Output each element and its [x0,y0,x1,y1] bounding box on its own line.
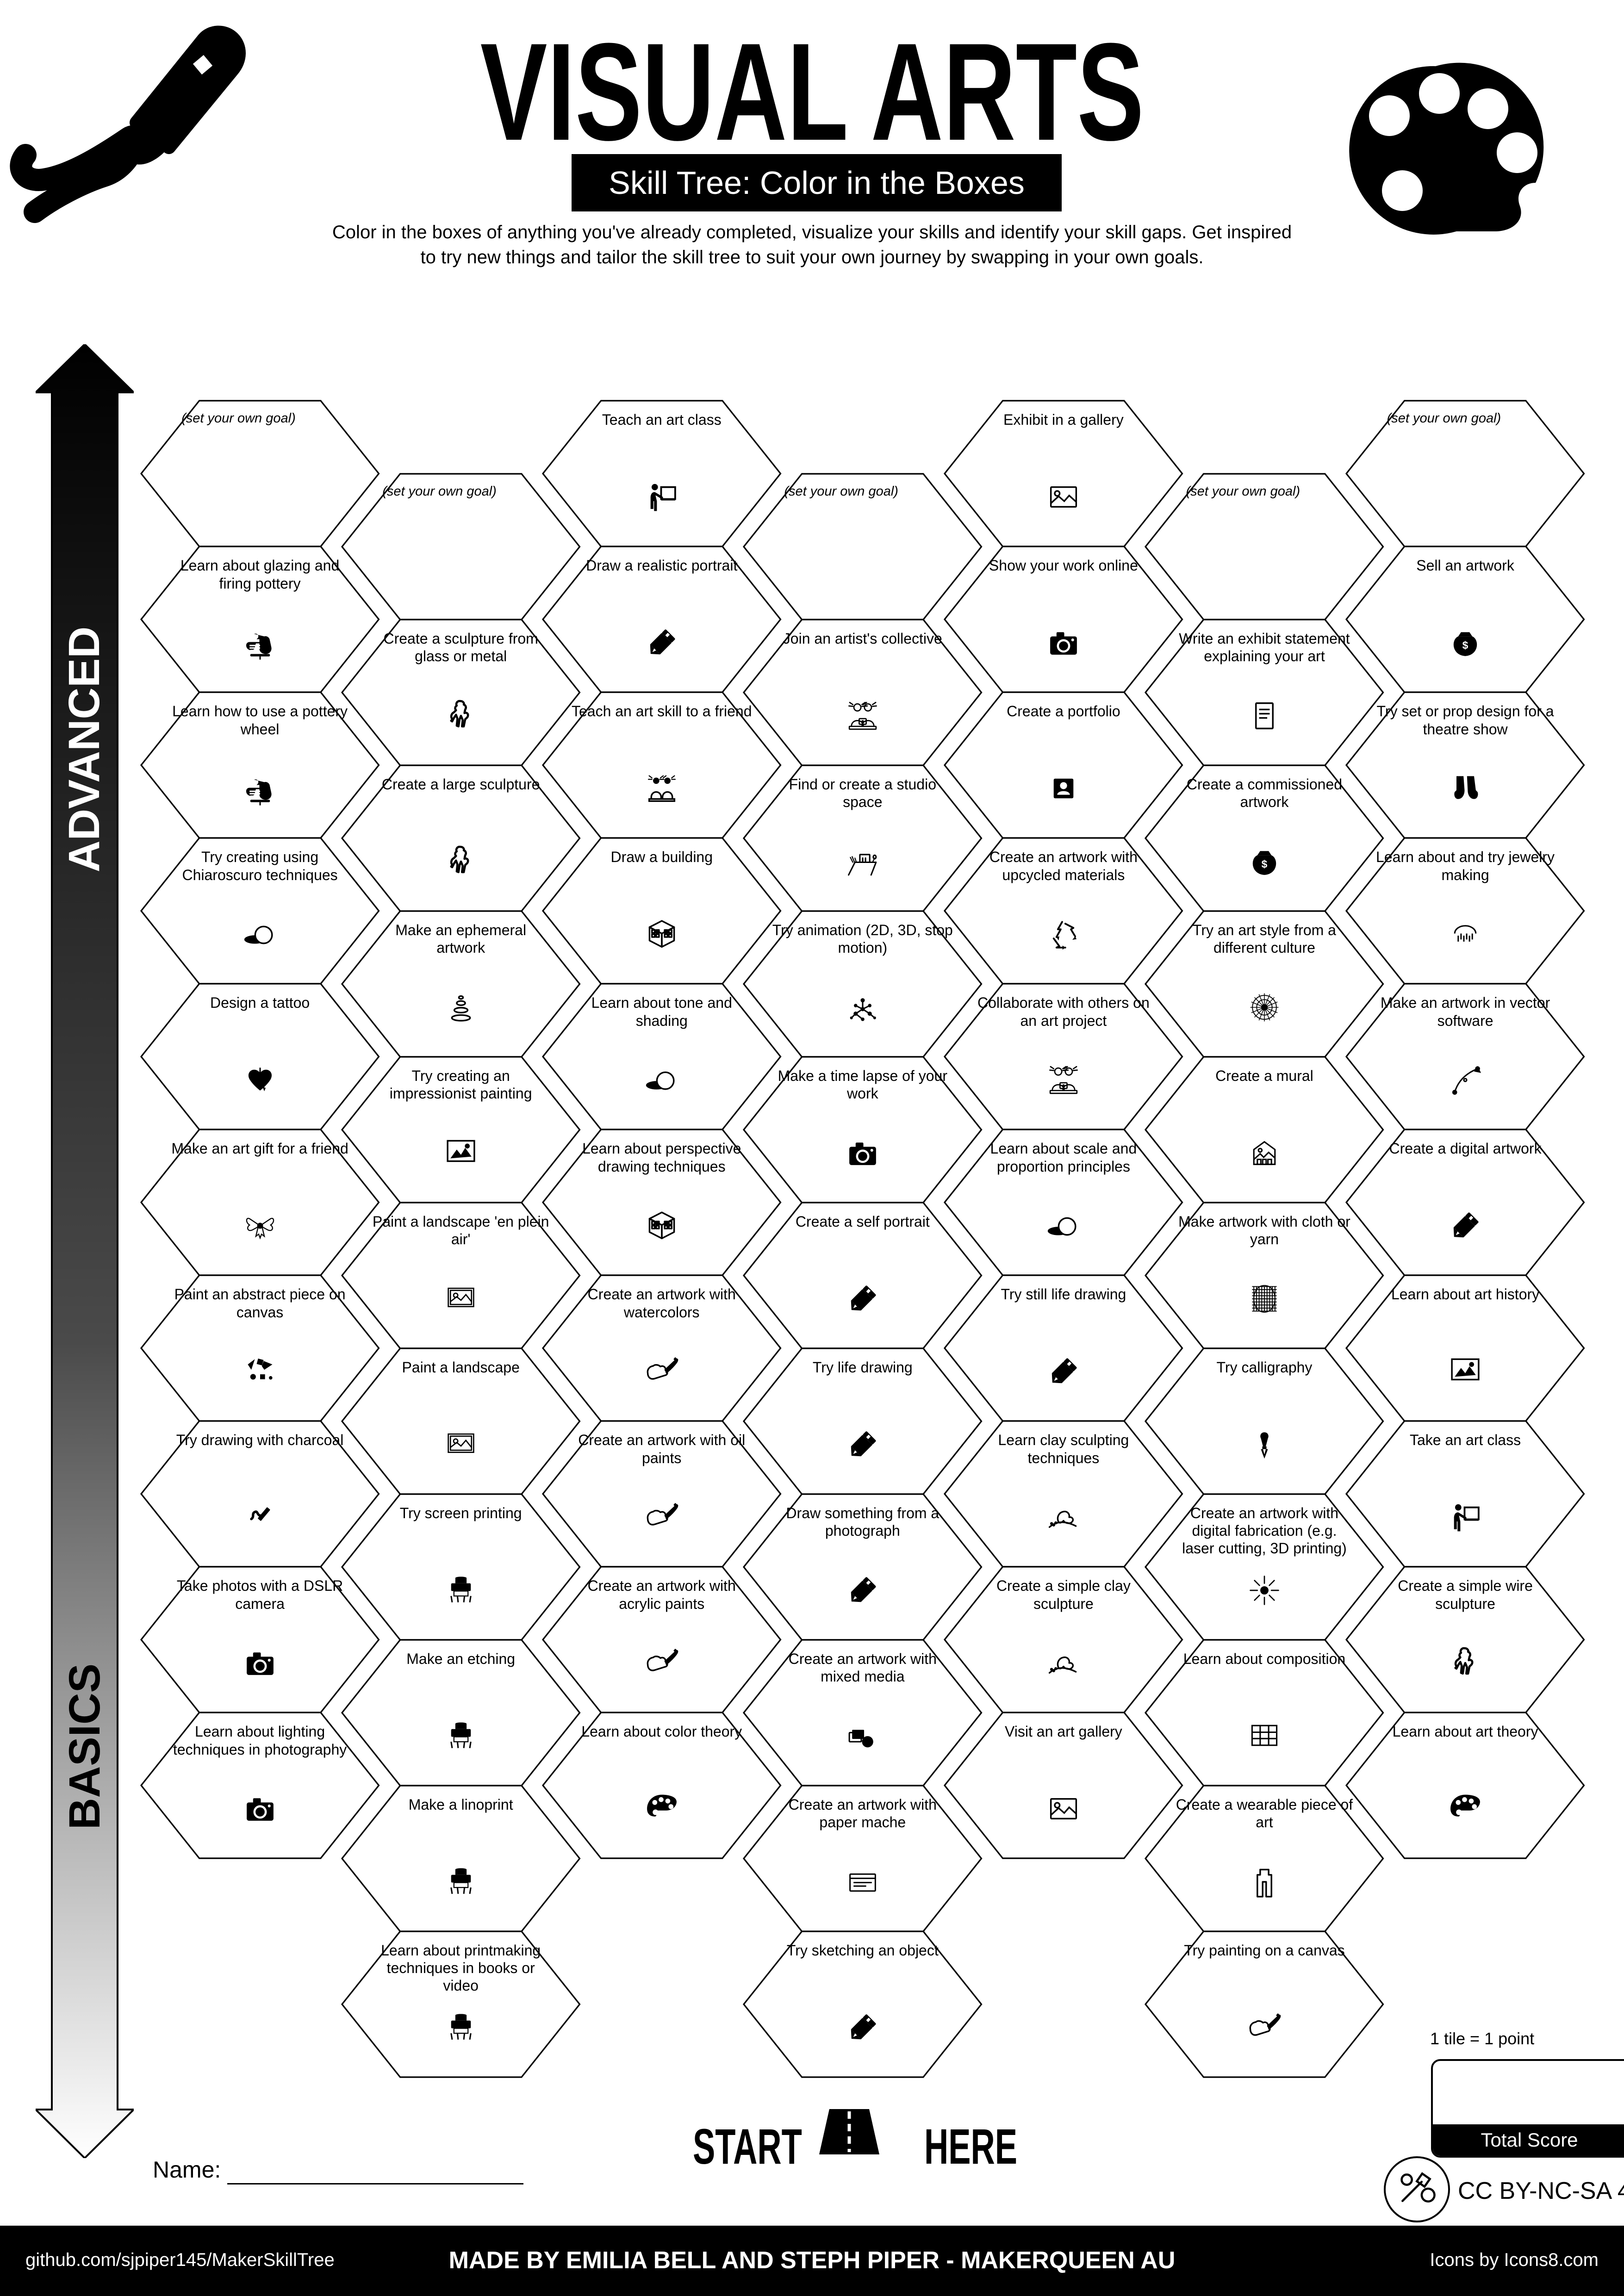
svg-text:$: $ [1462,639,1468,652]
svg-text:$: $ [1262,858,1268,870]
